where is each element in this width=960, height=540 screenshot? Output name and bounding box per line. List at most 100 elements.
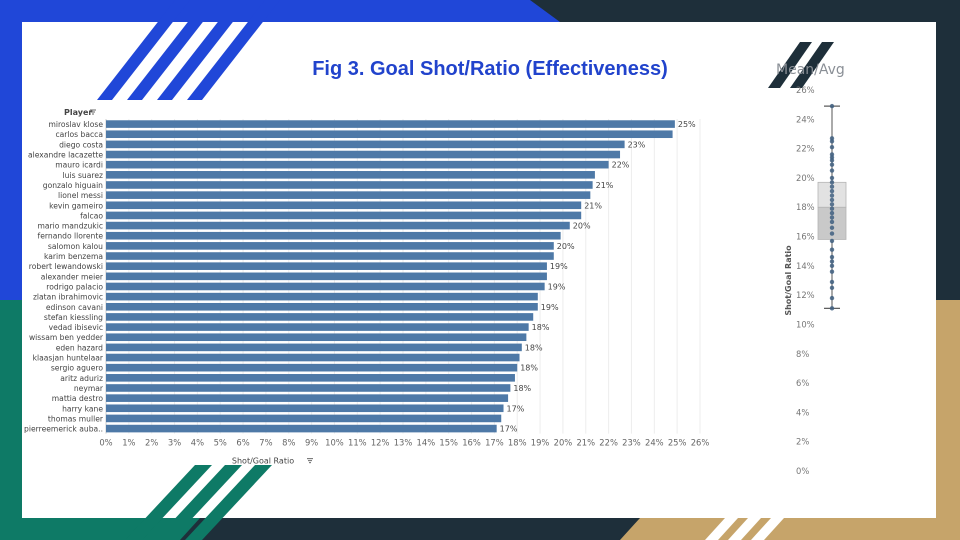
data-point <box>829 193 835 198</box>
y-tick-label: 18% <box>796 202 815 212</box>
data-point <box>829 295 835 301</box>
player-label: thomas muller <box>48 414 104 423</box>
player-label: lionel messi <box>58 191 103 200</box>
y-tick-label: 8% <box>796 349 809 359</box>
player-label: neymar <box>74 384 104 393</box>
gold-side-shape <box>936 300 960 540</box>
bar <box>106 374 515 382</box>
bar <box>106 120 675 128</box>
x-tick-label: 24% <box>645 438 664 448</box>
player-label: rodrigo palacio <box>46 282 103 291</box>
data-label: 18% <box>532 323 550 332</box>
row-header-label: Player <box>64 108 92 117</box>
player-label: salomon kalou <box>48 242 103 251</box>
data-label: 17% <box>507 404 525 413</box>
data-label: 25% <box>678 120 696 129</box>
blue-stripe-shape <box>0 0 560 22</box>
data-point <box>829 162 835 167</box>
bar <box>106 171 595 179</box>
bar <box>106 404 504 413</box>
bar <box>106 424 497 433</box>
x-tick-label: 8% <box>282 438 295 448</box>
player-label: wissam ben yedder <box>29 333 104 342</box>
data-label: 20% <box>573 222 591 231</box>
data-point <box>829 188 835 194</box>
data-point <box>829 168 835 173</box>
player-label: karim benzema <box>44 252 103 261</box>
data-label: 18% <box>525 343 543 352</box>
x-tick-label: 0% <box>99 438 112 448</box>
data-point <box>829 254 835 260</box>
data-point <box>829 279 835 285</box>
x-tick-label: 6% <box>236 438 249 448</box>
player-label: mattia destro <box>52 394 104 403</box>
player-label: sergio aguero <box>51 364 104 373</box>
bar <box>106 211 582 220</box>
bar <box>106 272 547 281</box>
sort-icon <box>90 109 96 115</box>
x-tick-label: 11% <box>348 438 367 448</box>
data-point <box>829 158 835 163</box>
data-point <box>829 206 835 211</box>
bar <box>106 191 591 199</box>
data-point <box>829 180 835 185</box>
data-point <box>829 231 835 236</box>
bar <box>106 262 547 270</box>
data-label: 21% <box>584 201 602 210</box>
bar <box>106 353 520 362</box>
player-label: klaasjan huntelaar <box>33 354 104 363</box>
x-tick-label: 23% <box>622 438 641 448</box>
y-tick-label: 2% <box>796 437 809 447</box>
data-point <box>829 225 835 230</box>
x-tick-label: 26% <box>691 438 710 448</box>
x-tick-label: 4% <box>191 438 204 448</box>
data-label: 19% <box>548 282 566 291</box>
y-tick-label: 16% <box>796 232 815 242</box>
player-label: luis suarez <box>63 171 103 180</box>
player-label: fernando llorente <box>38 232 104 241</box>
x-tick-label: 13% <box>394 438 413 448</box>
data-label: 19% <box>541 303 559 312</box>
bar <box>106 231 561 240</box>
x-tick-label: 2% <box>145 438 158 448</box>
data-label: 21% <box>596 181 614 190</box>
bar <box>106 221 570 230</box>
x-tick-label: 9% <box>305 438 318 448</box>
white-diagonal-stripes <box>705 518 784 540</box>
data-point <box>829 175 835 181</box>
player-label: vedad ibisevic <box>49 323 103 332</box>
bar <box>106 130 673 139</box>
x-tick-label: 17% <box>485 438 504 448</box>
bar <box>106 394 509 402</box>
navy-diagonal-stripes <box>768 42 834 88</box>
player-label: diego costa <box>59 140 103 149</box>
data-point <box>829 144 835 150</box>
data-point <box>829 247 835 252</box>
x-tick-label: 15% <box>439 438 458 448</box>
y-axis-label: Shot/Goal Ratio <box>784 245 793 316</box>
gold-bottom-shape <box>620 518 960 540</box>
figure-title: Fig 3. Goal Shot/Ratio (Effectiveness) <box>312 58 668 80</box>
data-point <box>829 210 835 216</box>
bar <box>106 323 529 331</box>
data-point <box>829 285 835 291</box>
data-label: 19% <box>550 262 568 271</box>
player-label: alexander meier <box>41 272 104 281</box>
y-tick-label: 12% <box>796 290 815 300</box>
data-label: 20% <box>557 242 575 251</box>
x-tick-label: 3% <box>168 438 181 448</box>
bar <box>106 302 538 311</box>
data-point <box>829 215 835 220</box>
player-label: eden hazard <box>56 343 103 352</box>
bar <box>106 292 538 301</box>
player-label: alexandre lacazette <box>28 151 103 160</box>
player-label: miroslav klose <box>48 120 103 129</box>
bar <box>106 181 593 189</box>
bar <box>106 384 511 392</box>
x-tick-label: 7% <box>259 438 272 448</box>
player-label: mauro icardi <box>55 161 103 170</box>
x-tick-label: 22% <box>599 438 618 448</box>
player-label: carlos bacca <box>55 130 103 139</box>
player-label: zlatan ibrahimovic <box>33 293 103 302</box>
x-tick-label: 18% <box>508 438 527 448</box>
